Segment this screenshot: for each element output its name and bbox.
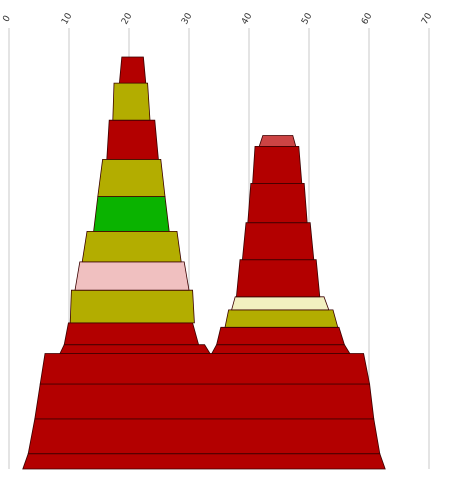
x-tick-labels: 0 10 20 30 40 50 60 70 [2,11,435,26]
band-1-9 [81,230,182,263]
x-tick-label: 60 [360,11,375,26]
band-1-5 [59,344,211,354]
band-2-6 [241,222,315,261]
band-2-4 [231,296,330,311]
x-tick-label: 70 [420,11,435,26]
band-1-10 [93,196,170,232]
x-tick-label: 50 [300,11,315,26]
band-1-8 [74,261,190,291]
shape-2 [211,135,351,354]
band-1-14 [118,56,147,84]
band-1-2 [27,418,381,455]
band-1-1 [22,453,386,470]
band-1-7 [69,289,195,324]
band-2-9 [258,135,297,147]
band-2-1 [211,344,351,354]
x-tick-label: 30 [180,11,195,26]
band-2-3 [224,309,339,328]
shape-1 [22,56,386,470]
band-2-2 [216,326,345,346]
band-2-7 [247,182,308,224]
x-tick-label: 0 [2,14,14,24]
x-tick-label: 40 [240,11,255,26]
band-1-11 [97,158,166,197]
band-1-4 [39,353,371,385]
band-2-8 [252,145,303,184]
x-tick-label: 20 [120,11,135,26]
band-1-13 [112,82,151,121]
band-1-12 [106,119,159,160]
band-2-5 [235,259,321,298]
x-tick-label: 10 [60,11,75,26]
band-1-3 [34,383,375,420]
band-1-6 [63,322,200,346]
chart-shapes [22,56,386,470]
